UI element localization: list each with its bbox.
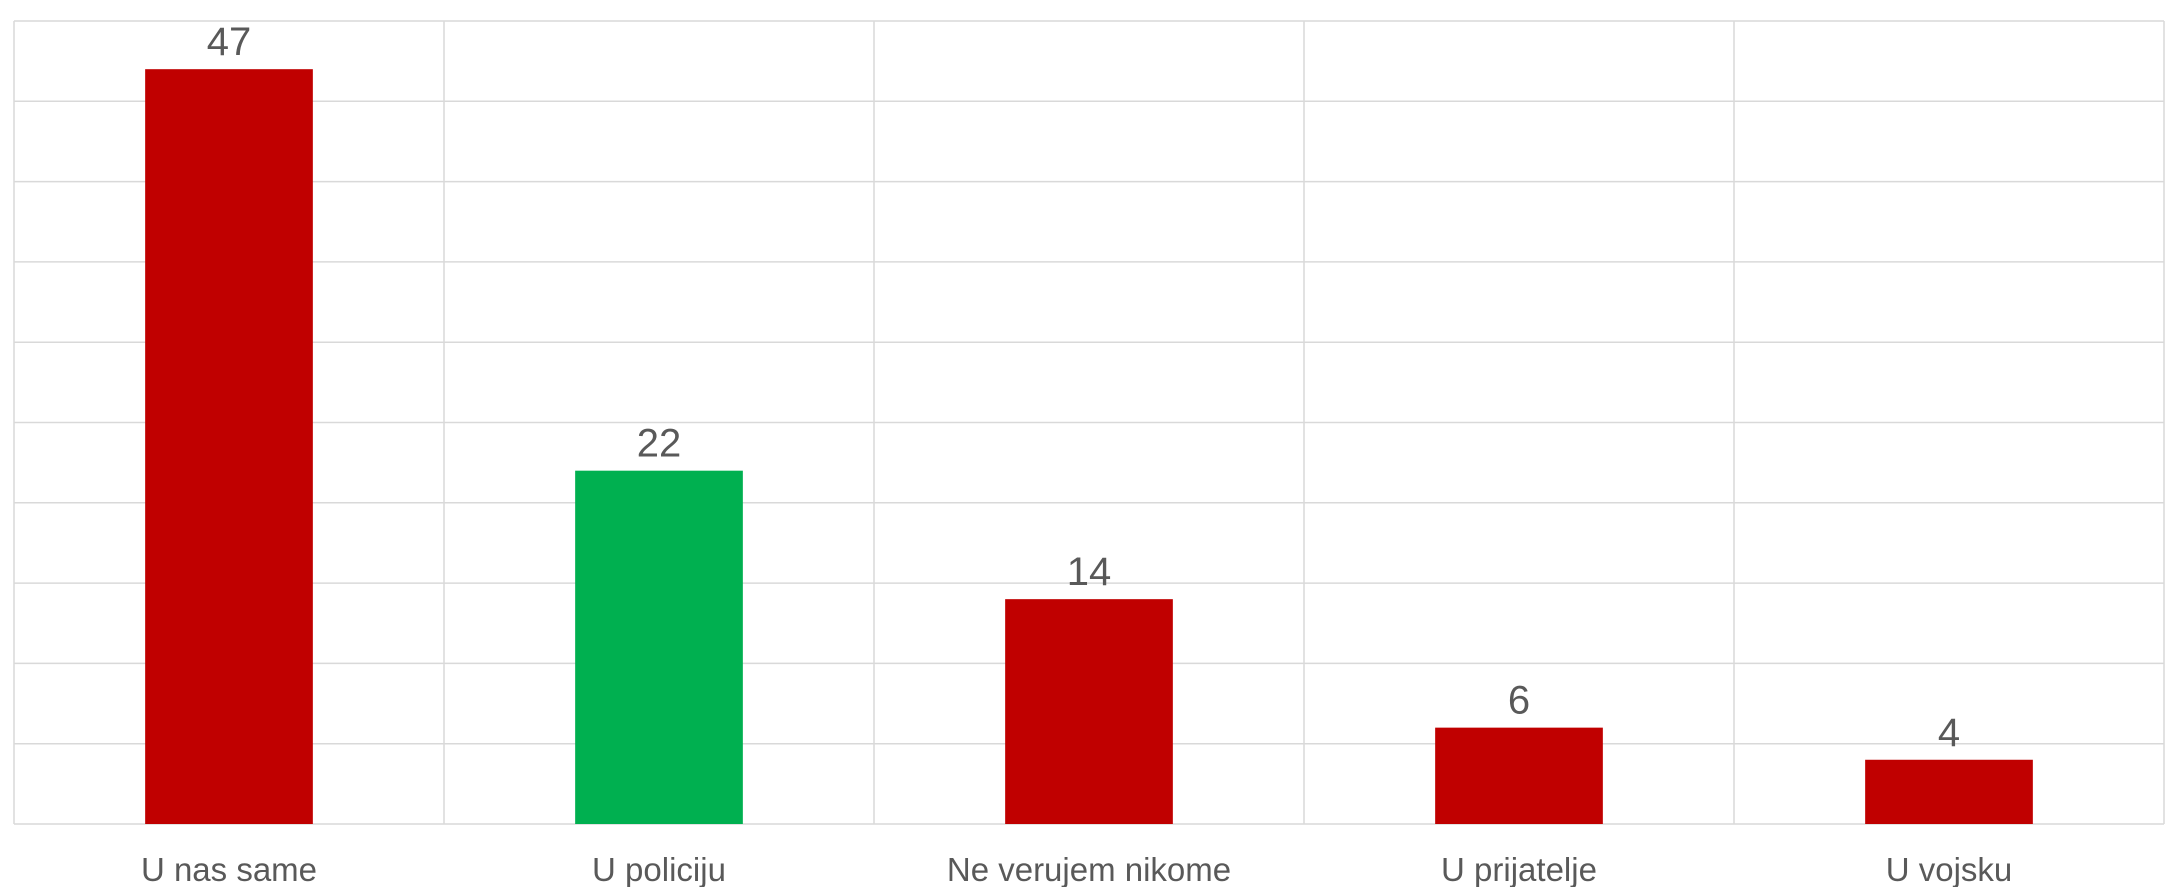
bar: [1865, 759, 2033, 824]
x-tick-label: U prijatelje: [1441, 851, 1597, 887]
x-tick-label: U vojsku: [1886, 851, 2013, 887]
data-label: 6: [1508, 679, 1530, 723]
x-tick-label: U policiju: [592, 851, 726, 887]
bar: [1005, 599, 1173, 824]
data-label: 47: [207, 20, 252, 64]
data-label: 14: [1067, 550, 1112, 594]
x-tick-label: U nas same: [141, 851, 317, 887]
bar: [1435, 727, 1603, 824]
x-tick-label: Ne verujem nikome: [947, 851, 1231, 887]
data-label: 22: [637, 422, 682, 466]
data-label: 4: [1938, 711, 1960, 755]
bar: [145, 69, 313, 825]
bar: [575, 470, 743, 824]
